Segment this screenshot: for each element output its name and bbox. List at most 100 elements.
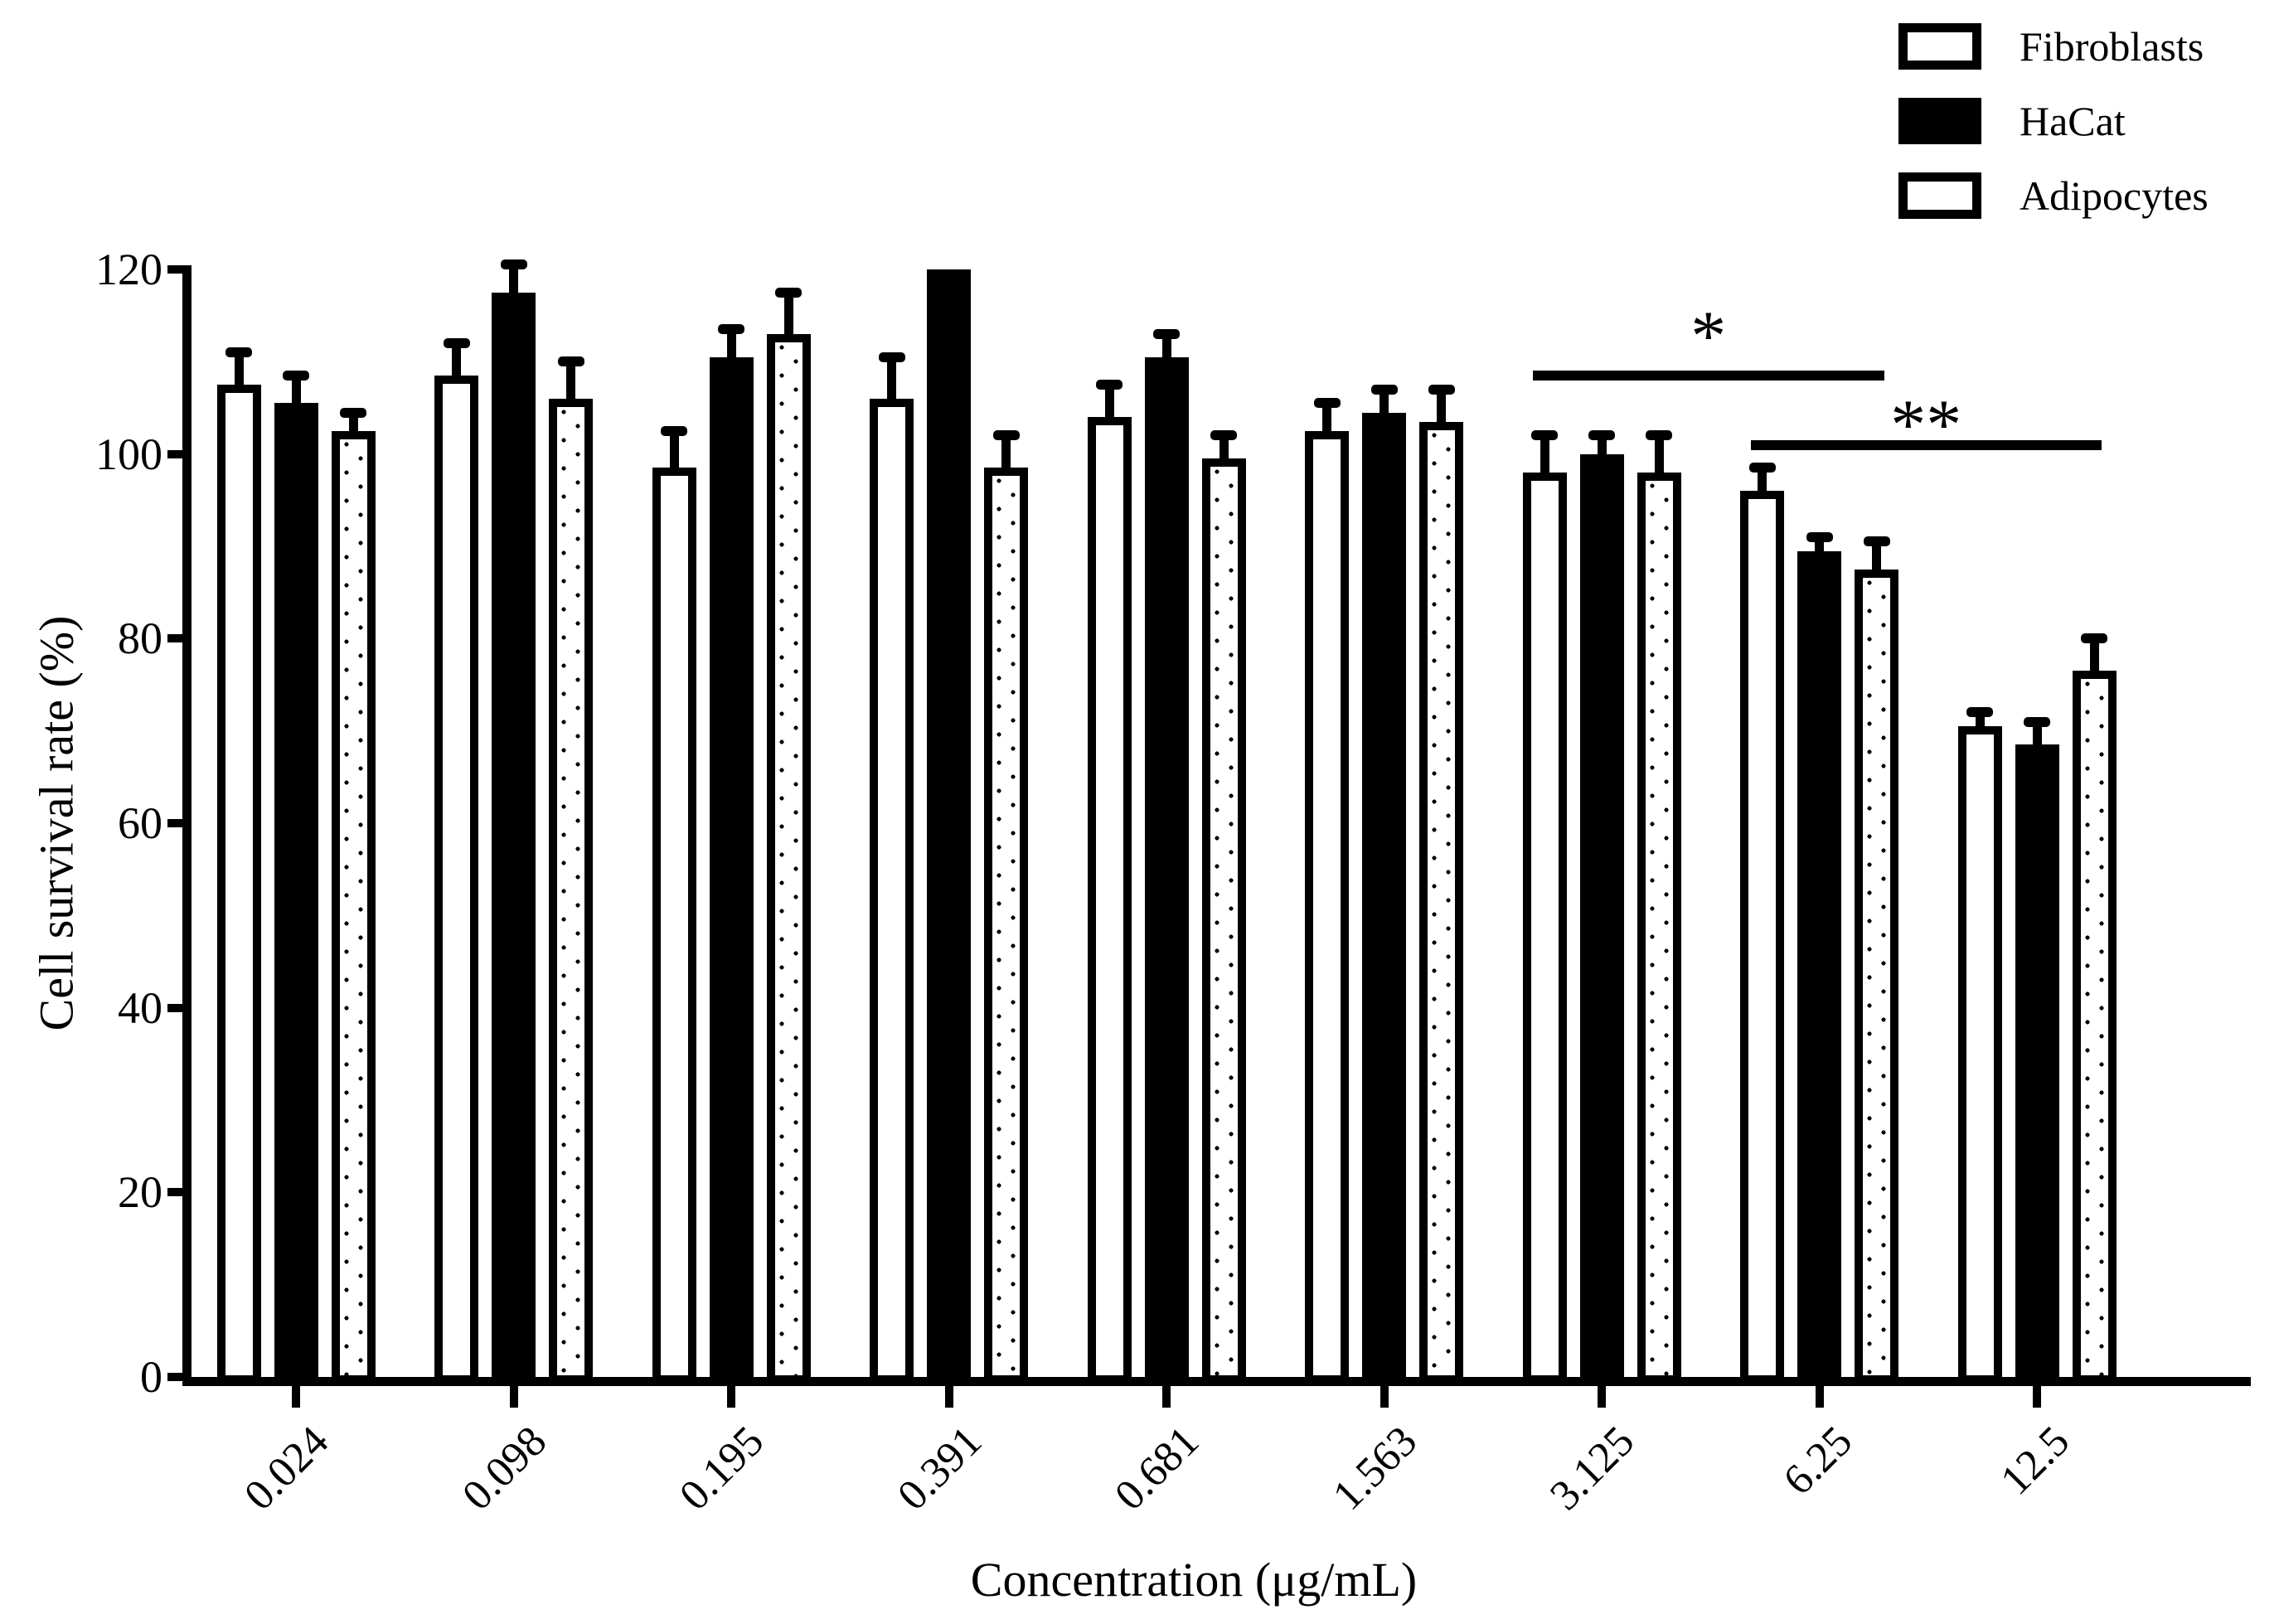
error-bar-stem: [291, 376, 301, 406]
x-axis-tick: [292, 1386, 300, 1408]
bar-hacat: [274, 403, 318, 1384]
error-bar-stem: [2089, 638, 2099, 674]
error-bar-stem: [1597, 435, 1607, 457]
error-bar-stem: [1219, 435, 1229, 462]
bar-hacat: [1362, 412, 1406, 1384]
error-bar-cap: [992, 430, 1020, 441]
error-bar-stem: [1975, 712, 1985, 730]
bar-adipocytes: [1419, 421, 1463, 1384]
bar-fibroblasts: [1957, 726, 2002, 1384]
error-bar-cap: [283, 371, 309, 381]
hacat-swatch-icon: [1898, 98, 1981, 144]
x-axis-tick: [2033, 1386, 2041, 1408]
y-axis-tick: [167, 634, 190, 643]
bar-fibroblasts: [870, 398, 914, 1384]
bar-adipocytes: [766, 333, 811, 1384]
error-bar-stem: [726, 329, 736, 360]
error-bar-cap: [2081, 633, 2107, 644]
error-bar-cap: [1966, 707, 1993, 718]
error-bar-cap: [1153, 328, 1180, 339]
bar-adipocytes: [984, 468, 1028, 1384]
bar-hacat: [492, 292, 536, 1384]
bar-hacat: [709, 356, 754, 1384]
x-axis-tick: [1380, 1386, 1389, 1408]
error-bar-cap: [340, 407, 366, 418]
x-axis-tick: [944, 1386, 953, 1408]
y-tick-label: 0: [140, 1352, 162, 1402]
error-bar-cap: [661, 425, 687, 436]
error-bar-stem: [1872, 541, 1881, 572]
y-tick-label: 60: [118, 798, 162, 848]
error-bar-cap: [878, 351, 905, 362]
y-axis-tick: [167, 1373, 190, 1381]
error-bar-stem: [783, 292, 793, 337]
y-tick-label: 80: [118, 613, 162, 664]
bar-fibroblasts: [1087, 417, 1132, 1384]
legend-item-fibroblasts: Fibroblasts: [1898, 23, 2204, 70]
error-bar-cap: [1588, 430, 1615, 441]
bar-adipocytes: [331, 430, 376, 1384]
bar-adipocytes: [2072, 671, 2117, 1384]
error-bar-cap: [443, 338, 470, 349]
significance-line: [1750, 439, 2102, 450]
error-bar-stem: [348, 412, 358, 434]
error-bar-cap: [1096, 380, 1123, 390]
legend-label: HaCat: [2020, 98, 2126, 144]
error-bar-stem: [509, 264, 518, 295]
y-axis-tick: [167, 819, 190, 827]
fibroblasts-swatch-icon: [1898, 23, 1981, 70]
significance-line: [1533, 371, 1884, 381]
x-axis-tick: [1815, 1386, 1824, 1408]
bar-hacat: [1144, 356, 1189, 1384]
error-bar-cap: [557, 356, 584, 367]
y-tick-label: 120: [95, 245, 162, 294]
legend-label: Fibroblasts: [2020, 23, 2204, 70]
x-axis-title: Concentration (μg/mL): [970, 1553, 1418, 1607]
error-bar-cap: [225, 347, 252, 358]
x-axis-tick: [727, 1386, 735, 1408]
y-tick-label: 40: [118, 982, 162, 1033]
error-bar-cap: [1428, 384, 1455, 395]
error-bar-cap: [1863, 536, 1890, 547]
y-tick-label: 100: [95, 429, 162, 479]
error-bar-stem: [234, 352, 244, 388]
y-axis-tick: [167, 1188, 190, 1197]
error-bar-cap: [1370, 384, 1398, 395]
x-axis-tick: [1598, 1386, 1606, 1408]
significance-label: *: [1690, 296, 1727, 376]
error-bar-cap: [500, 259, 527, 270]
legend-item-adipocytes: Adipocytes: [1898, 172, 2209, 219]
error-bar-stem: [1161, 333, 1171, 360]
bar-hacat: [1579, 453, 1624, 1384]
error-bar-cap: [1531, 430, 1558, 441]
error-bar-stem: [1540, 435, 1549, 475]
bar-fibroblasts: [1522, 472, 1567, 1384]
significance-label: **: [1890, 384, 1962, 464]
adipocytes-swatch-icon: [1898, 172, 1981, 219]
bar-adipocytes: [1201, 458, 1246, 1384]
error-bar-cap: [2024, 716, 2050, 727]
error-bar-stem: [452, 343, 461, 379]
error-bar-stem: [669, 430, 679, 471]
x-axis-tick: [1162, 1386, 1171, 1408]
y-axis-tick: [167, 449, 190, 458]
bar-hacat: [1797, 550, 1841, 1384]
bar-adipocytes: [549, 398, 593, 1384]
error-bar-stem: [1815, 536, 1824, 554]
y-tick-label: 20: [118, 1167, 162, 1218]
error-bar-cap: [1210, 430, 1237, 441]
bar-fibroblasts: [434, 376, 478, 1384]
x-axis-tick: [509, 1386, 518, 1408]
error-bar-stem: [1654, 435, 1664, 475]
error-bar-stem: [1104, 385, 1114, 420]
bar-fibroblasts: [652, 468, 696, 1384]
error-bar-cap: [1748, 463, 1776, 473]
bar-fibroblasts: [1740, 491, 1784, 1384]
error-bar-stem: [1380, 389, 1389, 415]
error-bar-stem: [566, 361, 575, 401]
error-bar-cap: [1806, 531, 1833, 542]
legend-item-hacat: HaCat: [1898, 98, 2126, 144]
bar-adipocytes: [1637, 472, 1681, 1384]
error-bar-stem: [1322, 403, 1331, 434]
